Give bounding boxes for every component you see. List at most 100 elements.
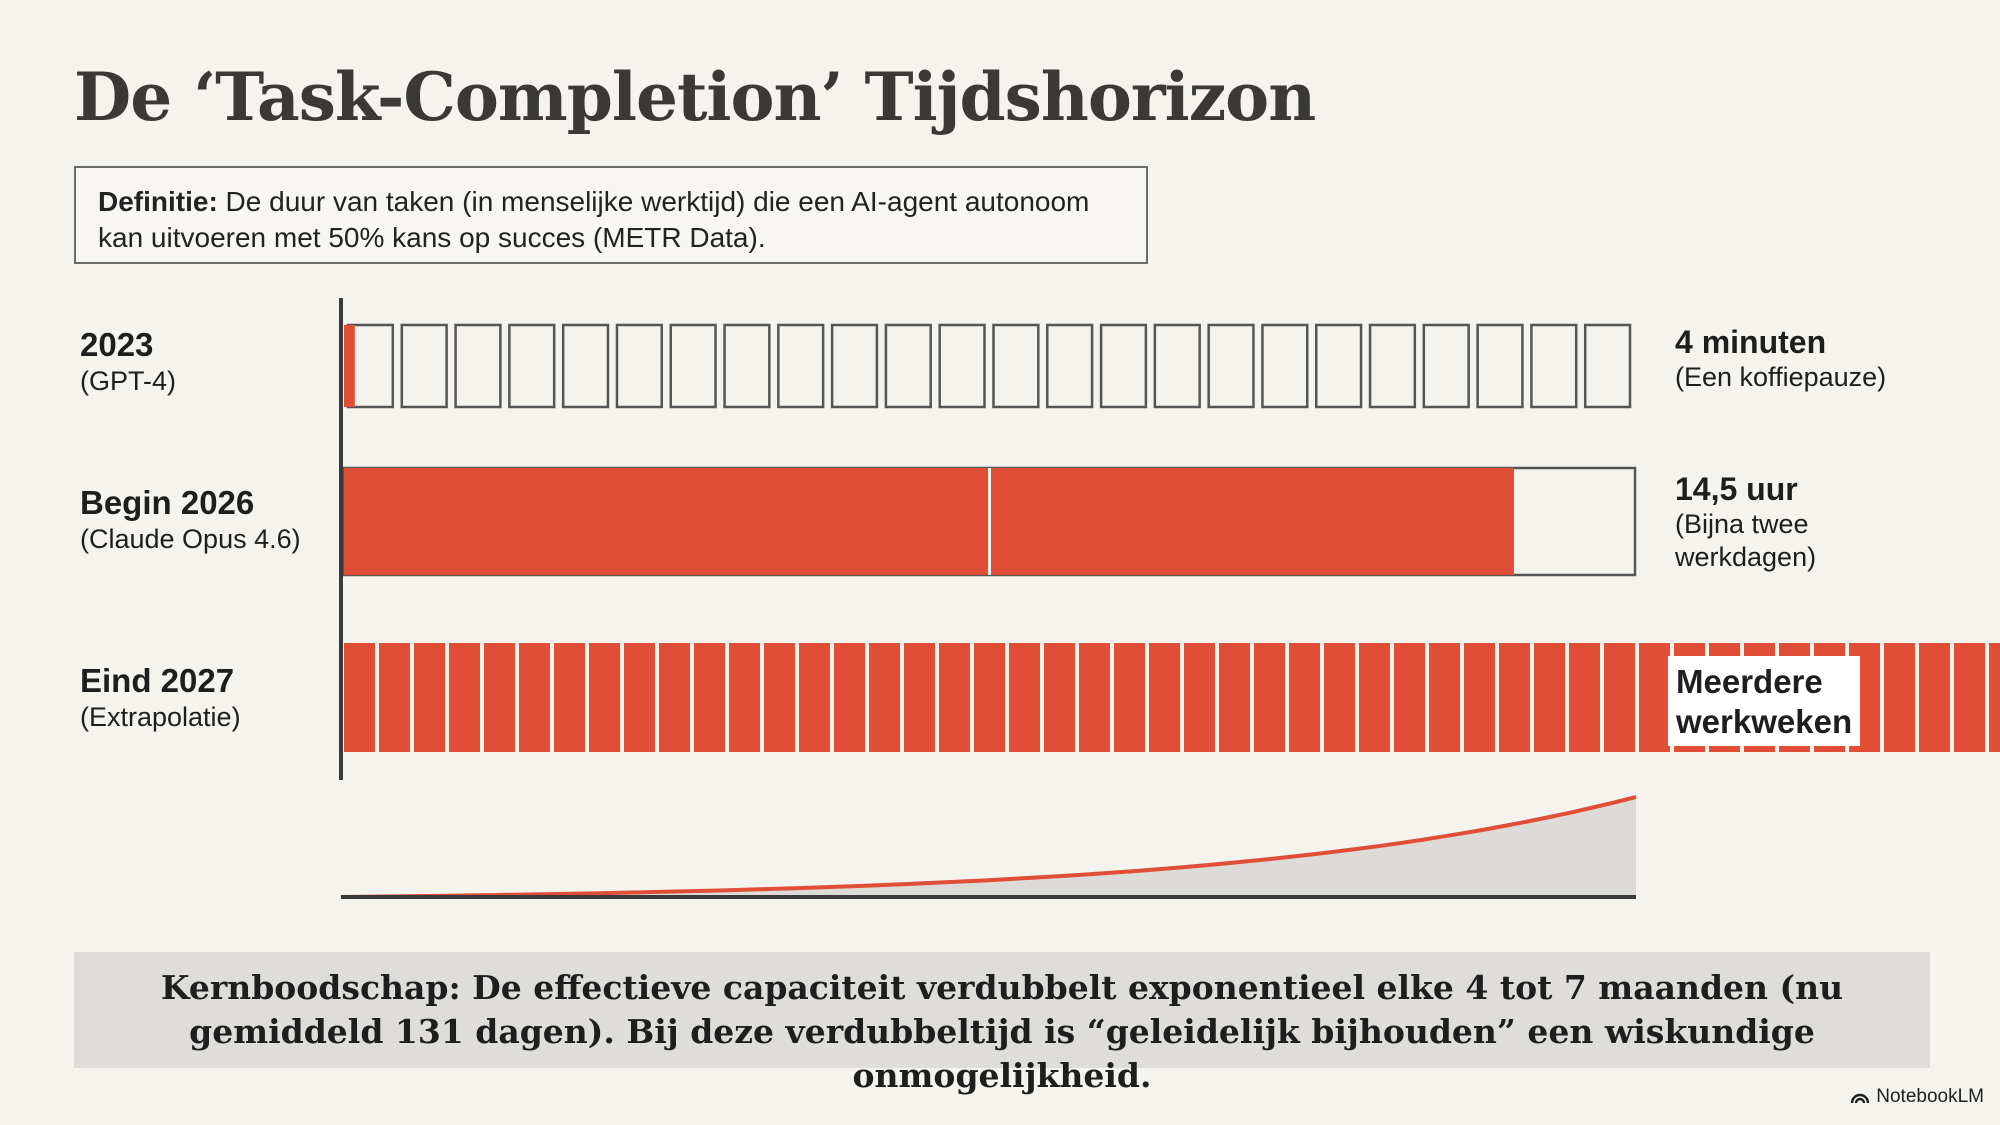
bar-segment: [1219, 643, 1250, 752]
row-label-begin-2026: Begin 2026 (Claude Opus 4.6): [80, 484, 301, 556]
bar-begin-2026: [342, 466, 1637, 577]
time-block: [1315, 323, 1363, 409]
bar-segment: [1919, 643, 1950, 752]
row-label-eind-2027: Eind 2027 (Extrapolatie): [80, 662, 241, 734]
bar-segment: [659, 643, 690, 752]
bar-segment: [1569, 643, 1600, 752]
bar-segment: [1149, 643, 1180, 752]
bar-segment: [1464, 643, 1495, 752]
time-block: [1153, 323, 1201, 409]
time-block: [1422, 323, 1470, 409]
bar-segment: [694, 643, 725, 752]
bar-segment: [414, 643, 445, 752]
time-block: [615, 323, 663, 409]
trend-area: [341, 797, 1636, 897]
value-note: (Een koffiepauze): [1675, 362, 1887, 392]
bar-segment: [1044, 643, 1075, 752]
bar-segment: [379, 643, 410, 752]
time-block: [1476, 323, 1524, 409]
brand-name: NotebookLM: [1876, 1086, 1984, 1107]
time-block: [561, 323, 610, 409]
bar-segment: [1184, 643, 1215, 752]
time-block: [830, 323, 879, 409]
bar-segment: [1114, 643, 1145, 752]
bar-segment: [1254, 643, 1285, 752]
value-note: (Bijna twee: [1675, 509, 1809, 539]
bar-segment: [1639, 643, 1670, 752]
definition-label: Definitie:: [98, 186, 218, 217]
bar-segment: [1394, 643, 1425, 752]
time-block: [1099, 323, 1148, 409]
time-block: [400, 323, 448, 409]
key-message: Kernboodschap: De effectieve capaciteit …: [74, 952, 1930, 1095]
value-label-2023: 4 minuten (Een koffiepauze): [1675, 323, 1886, 394]
bar-segment: [484, 643, 515, 752]
time-block: [508, 323, 556, 409]
bar-segment: [1499, 643, 1530, 752]
bar-segment: [1359, 643, 1390, 752]
definition-box: Definitie: De duur van taken (in menseli…: [74, 166, 1148, 264]
bar-segment: [449, 643, 480, 752]
time-block: [1207, 323, 1255, 409]
value-text: 14,5 uur: [1675, 471, 1798, 507]
time-block: [1261, 323, 1309, 409]
badge-line: werkweken: [1676, 703, 1853, 740]
value-badge-eind-2027: Meerdere werkweken: [1668, 656, 1861, 746]
bar-segment: [589, 643, 620, 752]
bar-segment: [1324, 643, 1355, 752]
bar-segment: [1884, 643, 1915, 752]
notebooklm-logo-icon: [1851, 1093, 1870, 1104]
bar-segment: [939, 643, 970, 752]
page-title: De ‘Task-Completion’ Tijdshorizon: [74, 58, 1316, 136]
time-block: [1368, 323, 1417, 409]
time-block: [1583, 323, 1632, 409]
brand-footer: NotebookLM: [1850, 1086, 1984, 1108]
row-model: (GPT-4): [80, 366, 177, 396]
bar-segment: [729, 643, 760, 752]
time-block: [1530, 323, 1578, 409]
time-block: [884, 323, 932, 409]
value-text: 4 minuten: [1675, 324, 1827, 360]
bar-segment: [764, 643, 795, 752]
bar-segment: [834, 643, 865, 752]
bar-fill-2023: [344, 325, 355, 407]
badge-line: Meerdere: [1676, 663, 1823, 700]
bar-segment: [1429, 643, 1460, 752]
bar-segment: [554, 643, 585, 752]
trend-curve: [340, 795, 1637, 899]
row-model: (Extrapolatie): [80, 702, 241, 732]
value-label-begin-2026: 14,5 uur (Bijna twee werkdagen): [1675, 470, 1816, 574]
row-period: Begin 2026: [80, 484, 255, 521]
time-block: [992, 323, 1040, 409]
bar-segment: [974, 643, 1005, 752]
bar-segment: [904, 643, 935, 752]
time-block: [669, 323, 717, 409]
time-block: [938, 323, 986, 409]
bar-segment: [344, 643, 375, 752]
bar-segment: [1954, 643, 1985, 752]
bar-segment: [869, 643, 900, 752]
row-period: Eind 2027: [80, 662, 235, 699]
bar-2023: [344, 323, 1632, 409]
bar-segment: [1604, 643, 1635, 752]
bar-segment: [1009, 643, 1040, 752]
row-period: 2023: [80, 326, 154, 363]
bar-segment: [1989, 643, 2000, 752]
bar-segment: [519, 643, 550, 752]
bar-fill-begin-2026: [344, 468, 1514, 575]
row-model: (Claude Opus 4.6): [80, 524, 301, 554]
bar-segment: [1289, 643, 1320, 752]
time-block: [777, 323, 825, 409]
definition-text: De duur van taken (in menselijke werktij…: [98, 186, 1090, 253]
exponential-trend: [340, 795, 1637, 899]
row-label-2023: 2023 (GPT-4): [80, 326, 176, 398]
bar-segment: [624, 643, 655, 752]
bar-segment: [1079, 643, 1110, 752]
value-note: werkdagen): [1675, 542, 1817, 572]
bar-segment: [799, 643, 830, 752]
time-block: [454, 323, 502, 409]
time-block: [723, 323, 771, 409]
time-block: [1046, 323, 1094, 409]
bar-segment: [1534, 643, 1565, 752]
